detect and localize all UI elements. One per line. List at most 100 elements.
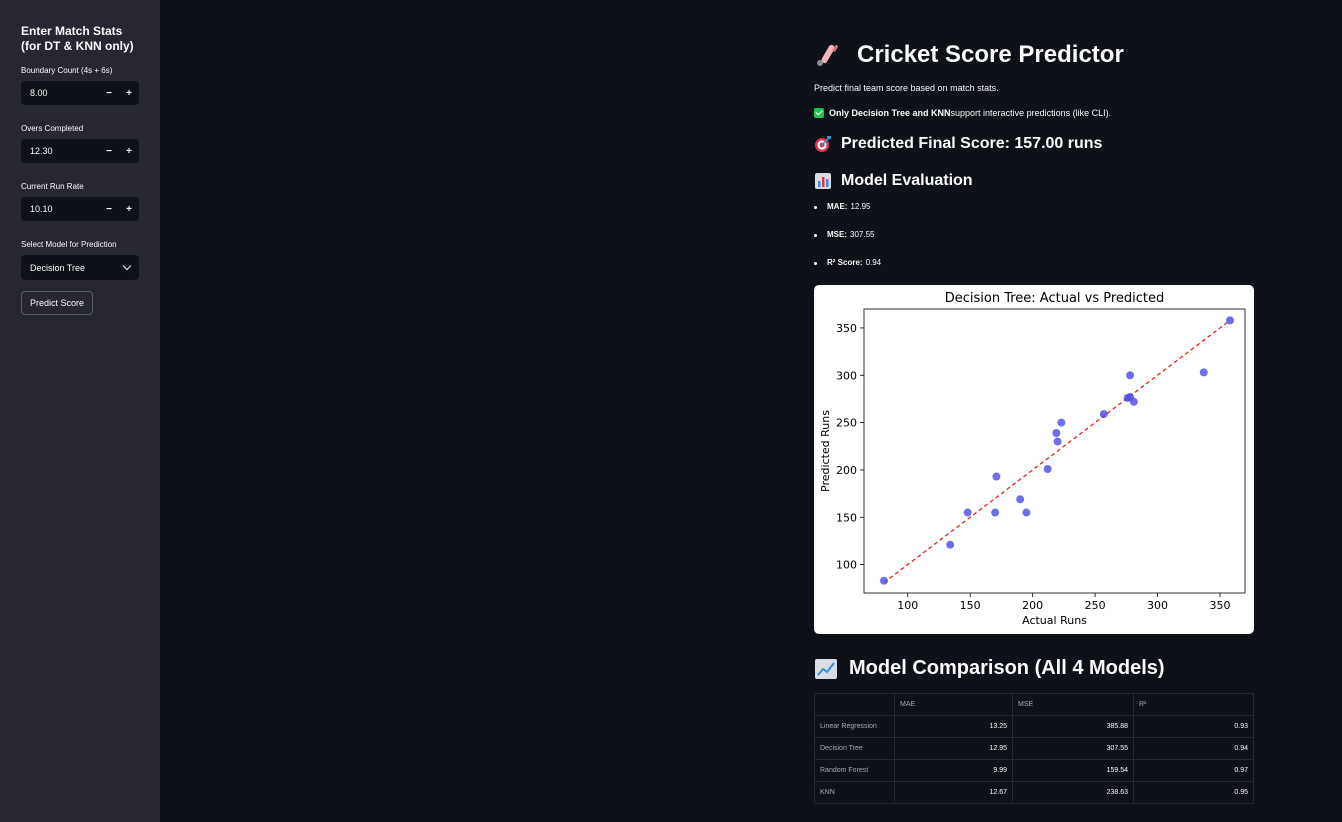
table-cell: 9.99	[895, 760, 1013, 782]
model-select[interactable]: Decision Tree	[21, 255, 139, 280]
comparison-table: MAE MSE R² Linear Regression 13.25 385.8…	[814, 693, 1254, 804]
list-item: MAE:12.95	[814, 201, 1254, 229]
data-point	[964, 509, 972, 517]
table-cell: 12.67	[895, 782, 1013, 804]
model-select-value[interactable]: Decision Tree	[30, 263, 85, 273]
page-title-text: Cricket Score Predictor	[857, 41, 1124, 69]
table-cell: 13.25	[895, 716, 1013, 738]
boundary-label: Boundary Count (4s + 6s)	[21, 65, 139, 76]
metric-label: MAE:	[827, 201, 847, 213]
check-icon	[814, 108, 824, 118]
metrics-list: MAE:12.95 MSE:307.55 R² Score:0.94	[814, 201, 1254, 285]
table-row: Linear Regression 13.25 385.88 0.93	[815, 716, 1254, 738]
table-cell: 0.94	[1134, 738, 1254, 760]
x-tick-label: 250	[1085, 599, 1106, 612]
table-cell: Random Forest	[815, 760, 895, 782]
table-cell: KNN	[815, 782, 895, 804]
y-tick-label: 350	[836, 322, 857, 335]
cricket-bat-icon	[814, 42, 844, 68]
table-header[interactable]: MSE	[1013, 694, 1134, 716]
table-cell: 238.63	[1013, 782, 1134, 804]
scatter-plot: Decision Tree: Actual vs PredictedActual…	[814, 285, 1254, 634]
data-point	[1057, 419, 1065, 427]
metric-value: 0.94	[866, 257, 882, 269]
table-cell: 159.54	[1013, 760, 1134, 782]
line-chart-icon	[814, 658, 838, 680]
x-axis-label: Actual Runs	[1022, 614, 1087, 627]
metric-label: MSE:	[827, 229, 847, 241]
runrate-decrement-button[interactable]: −	[99, 204, 119, 215]
comparison-heading-text: Model Comparison (All 4 Models)	[849, 657, 1165, 680]
y-axis-label: Predicted Runs	[819, 410, 832, 492]
prediction-heading: Predicted Final Score: 157.00 runs	[814, 135, 1254, 153]
data-point	[1226, 316, 1234, 324]
data-point	[1052, 429, 1060, 437]
data-point	[1126, 371, 1134, 379]
y-tick-label: 150	[836, 511, 857, 524]
evaluation-heading: Model Evaluation	[814, 172, 1254, 190]
boundary-count-value[interactable]: 8.00	[21, 88, 99, 98]
data-point	[1100, 410, 1108, 418]
data-point	[992, 473, 1000, 481]
x-tick-label: 100	[897, 599, 918, 612]
data-point	[1054, 438, 1062, 446]
x-tick-label: 350	[1210, 599, 1231, 612]
table-header[interactable]	[815, 694, 895, 716]
model-select-label: Select Model for Prediction	[21, 239, 139, 250]
boundary-decrement-button[interactable]: −	[99, 88, 119, 99]
y-tick-label: 100	[836, 559, 857, 572]
data-point	[880, 577, 888, 585]
data-point	[991, 509, 999, 517]
table-cell: 0.93	[1134, 716, 1254, 738]
support-note-bold: Only Decision Tree and KNN	[829, 108, 951, 118]
target-icon	[814, 135, 832, 153]
prediction-text: Predicted Final Score: 157.00 runs	[841, 135, 1102, 153]
overs-label: Overs Completed	[21, 123, 139, 134]
sidebar-title: Enter Match Stats (for DT & KNN only)	[21, 24, 139, 54]
table-cell: 0.95	[1134, 782, 1254, 804]
overs-decrement-button[interactable]: −	[99, 146, 119, 157]
runrate-increment-button[interactable]: +	[119, 204, 139, 215]
page-subtitle: Predict final team score based on match …	[814, 83, 1254, 93]
scatter-plot-svg: Decision Tree: Actual vs PredictedActual…	[814, 285, 1254, 634]
table-cell: 307.55	[1013, 738, 1134, 760]
data-point	[946, 541, 954, 549]
chevron-down-icon[interactable]	[123, 262, 131, 270]
table-cell: 385.88	[1013, 716, 1134, 738]
y-tick-label: 250	[836, 417, 857, 430]
metric-value: 12.95	[850, 201, 870, 213]
table-header[interactable]: R²	[1134, 694, 1254, 716]
table-header-row: MAE MSE R²	[815, 694, 1254, 716]
table-cell: Linear Regression	[815, 716, 895, 738]
table-row: Random Forest 9.99 159.54 0.97	[815, 760, 1254, 782]
support-note-text: support interactive predictions (like CL…	[951, 108, 1112, 118]
table-cell: Decision Tree	[815, 738, 895, 760]
y-tick-label: 200	[836, 464, 857, 477]
x-tick-label: 200	[1022, 599, 1043, 612]
boundary-count-input[interactable]: 8.00 − +	[21, 81, 139, 105]
table-cell: 12.95	[895, 738, 1013, 760]
run-rate-value[interactable]: 10.10	[21, 204, 99, 214]
overs-increment-button[interactable]: +	[119, 146, 139, 157]
table-header[interactable]: MAE	[895, 694, 1013, 716]
data-point	[1200, 368, 1208, 376]
overs-completed-value[interactable]: 12.30	[21, 146, 99, 156]
data-point	[1016, 495, 1024, 503]
x-tick-label: 300	[1147, 599, 1168, 612]
boundary-increment-button[interactable]: +	[119, 88, 139, 99]
main-content: Cricket Score Predictor Predict final te…	[814, 36, 1254, 804]
bar-chart-icon	[814, 172, 832, 190]
list-item: R² Score:0.94	[814, 257, 1254, 285]
table-row: KNN 12.67 238.63 0.95	[815, 782, 1254, 804]
metric-label: R² Score:	[827, 257, 863, 269]
runrate-label: Current Run Rate	[21, 181, 139, 192]
data-point	[1044, 465, 1052, 473]
run-rate-input[interactable]: 10.10 − +	[21, 197, 139, 221]
comparison-heading: Model Comparison (All 4 Models)	[814, 657, 1254, 680]
y-tick-label: 300	[836, 369, 857, 382]
list-item: MSE:307.55	[814, 229, 1254, 257]
overs-completed-input[interactable]: 12.30 − +	[21, 139, 139, 163]
predict-score-button[interactable]: Predict Score	[21, 291, 93, 315]
data-point	[1130, 398, 1138, 406]
sidebar: Enter Match Stats (for DT & KNN only) Bo…	[0, 0, 160, 822]
